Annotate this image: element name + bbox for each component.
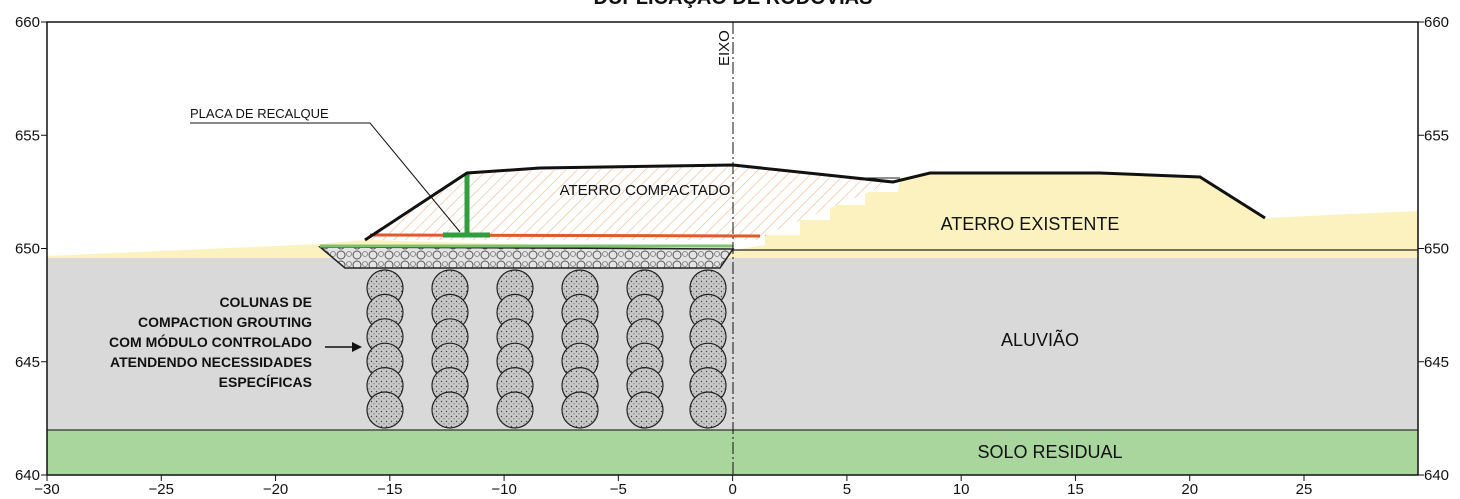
x-tick-label: −5 — [610, 481, 627, 498]
x-tick-label: −25 — [149, 481, 174, 498]
columns-note: COLUNAS DE COMPACTION GROUTING COM MÓDULO … — [109, 294, 312, 390]
layers — [46, 21, 1419, 476]
gravel-mat — [317, 246, 735, 269]
y-tick-label-right: 650 — [1424, 241, 1449, 258]
x-tick-label: −10 — [491, 481, 516, 498]
y-tick-label: 645 — [15, 354, 40, 371]
note-line: COLUNAS DE — [219, 294, 312, 310]
column-disk — [626, 391, 664, 429]
residual-soil-label: SOLO RESIDUAL — [977, 442, 1122, 462]
compacted-fill-area — [365, 165, 893, 240]
existing-fill-area — [733, 173, 1418, 258]
x-tick-label: −20 — [263, 481, 288, 498]
column-disk — [431, 391, 469, 429]
alluvium-label: ALUVIÃO — [1001, 329, 1079, 350]
y-tick-label-right: 640 — [1424, 467, 1449, 484]
x-tick-label: 10 — [953, 481, 970, 498]
red-layer — [369, 233, 761, 238]
y-tick-label-right: 660 — [1424, 14, 1449, 31]
y-tick-label: 660 — [15, 14, 40, 31]
y-tick-label: 640 — [15, 467, 40, 484]
y-tick-label-right: 655 — [1424, 127, 1449, 144]
x-tick-label: 25 — [1296, 481, 1313, 498]
x-tick-label: 15 — [1067, 481, 1084, 498]
plate-label: PLACA DE RECALQUE — [190, 106, 329, 121]
title: DUPLICAÇÃO DE RODOVIAS — [594, 0, 873, 9]
x-tick-label: −15 — [377, 481, 402, 498]
ticks: −30 −25 −20 −15 −10 −5 0 5 10 15 20 25 640 640 645 645 6… — [15, 14, 1449, 498]
x-tick-label: 5 — [843, 481, 851, 498]
arrow-head — [352, 342, 362, 352]
y-tick-label-right: 645 — [1424, 354, 1449, 371]
existing-fill-label: ATERRO EXISTENTE — [941, 214, 1120, 234]
x-tick-label: −30 — [34, 481, 59, 498]
note-line: COMPACTION GROUTING — [138, 314, 312, 330]
axis-label: EIXO — [716, 30, 733, 66]
x-tick-label: 0 — [728, 481, 736, 498]
y-tick-label: 655 — [15, 127, 40, 144]
compacted-fill-label: ATERRO COMPACTADO — [560, 182, 731, 199]
columns — [366, 269, 727, 429]
y-tick-label: 650 — [15, 241, 40, 258]
note-line: COM MÓDULO CONTROLADO — [109, 333, 312, 350]
column-disk — [496, 391, 534, 429]
note-line: ESPECÍFICAS — [219, 374, 312, 390]
column-disk — [689, 391, 727, 429]
leader-line — [190, 122, 461, 233]
column-disk — [561, 391, 599, 429]
x-tick-label: 20 — [1181, 481, 1198, 498]
note-line: ATENDENDO NECESSIDADES — [110, 354, 312, 370]
road-profile — [364, 163, 1266, 242]
column-disk — [366, 391, 404, 429]
